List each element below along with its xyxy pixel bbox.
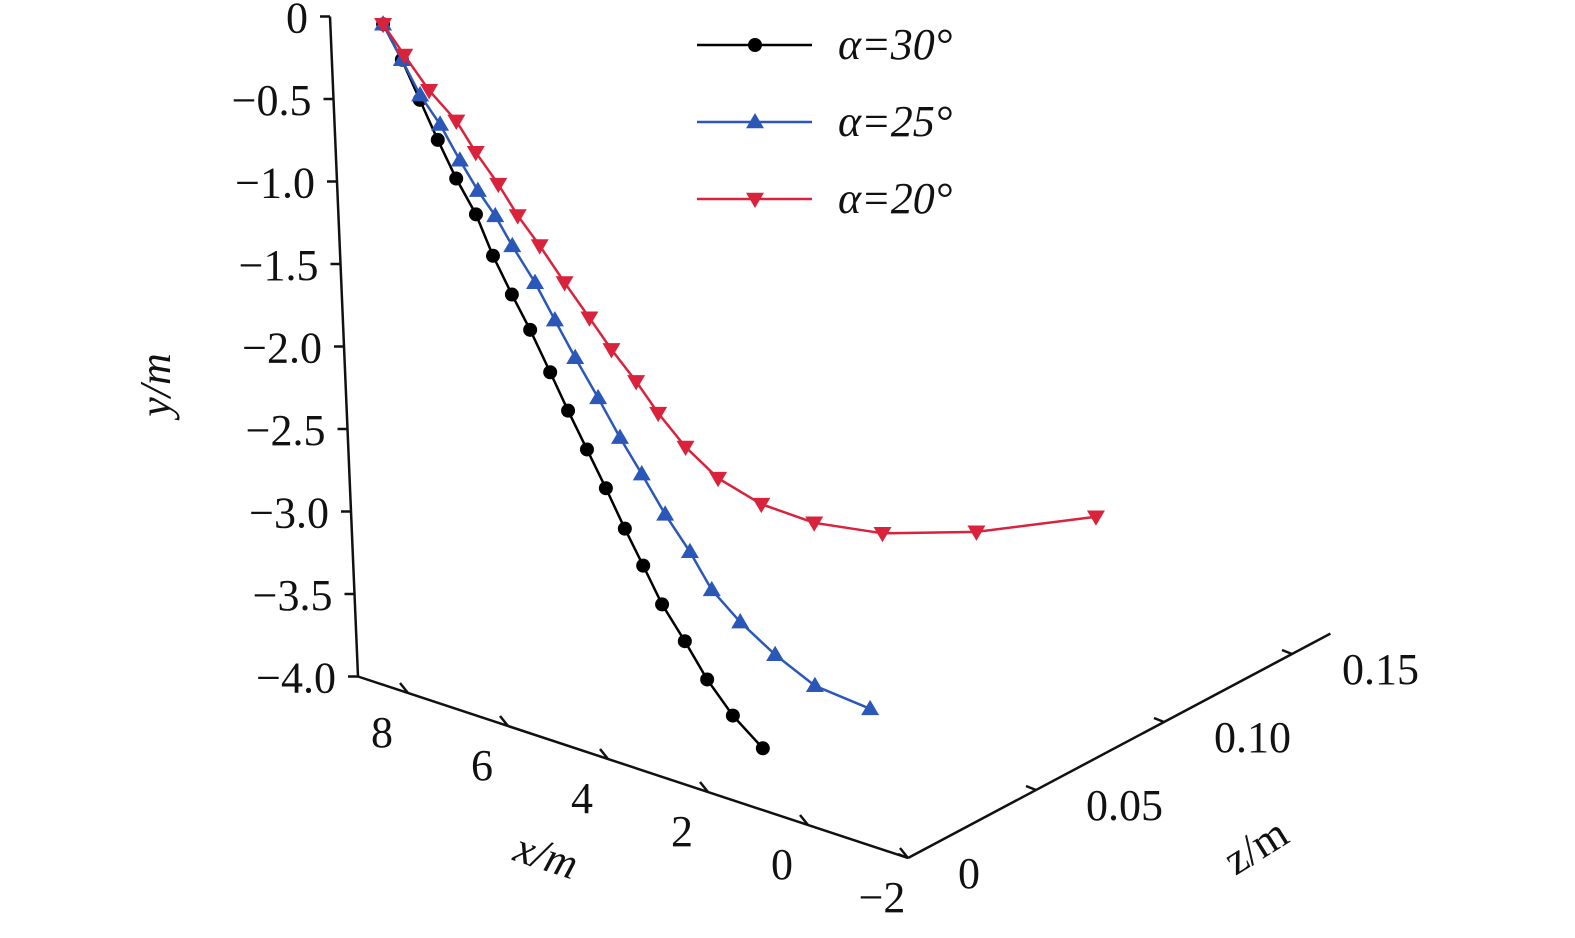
point xyxy=(420,84,439,100)
point xyxy=(702,580,721,597)
point xyxy=(489,177,508,194)
point xyxy=(805,676,824,693)
x-tick xyxy=(799,814,809,826)
point xyxy=(676,440,695,457)
point xyxy=(468,207,483,222)
point xyxy=(861,699,880,716)
point xyxy=(543,365,558,380)
point xyxy=(431,115,450,131)
x-tick xyxy=(399,682,409,694)
point xyxy=(748,38,762,52)
point xyxy=(805,516,824,532)
x-tick-label: 0 xyxy=(771,840,793,889)
legend-label: α=25° xyxy=(838,97,952,146)
point xyxy=(561,403,576,418)
point xyxy=(530,239,549,255)
y-tick-label: −3.5 xyxy=(253,571,333,620)
y-tick-label: −4.0 xyxy=(256,654,336,703)
point xyxy=(395,48,414,65)
point xyxy=(602,343,621,359)
point xyxy=(468,181,487,197)
point xyxy=(450,151,469,167)
point xyxy=(649,406,668,423)
point xyxy=(466,146,485,162)
point xyxy=(731,613,750,629)
x-tick xyxy=(699,781,709,793)
point xyxy=(555,276,574,292)
z-axis-label: z/m xyxy=(1215,808,1297,885)
point xyxy=(655,597,670,612)
x-tick xyxy=(599,748,609,760)
legend-label: α=20° xyxy=(838,174,952,223)
y-tick-label: −0.5 xyxy=(232,76,312,125)
point xyxy=(589,388,608,405)
point xyxy=(700,672,715,687)
point xyxy=(873,527,892,543)
point xyxy=(746,113,764,129)
point xyxy=(526,273,545,289)
point xyxy=(579,442,594,457)
point xyxy=(447,114,466,130)
x-axis xyxy=(357,675,909,860)
point xyxy=(430,132,445,147)
y-tick-label: 0 xyxy=(286,0,308,43)
series-line xyxy=(382,23,1097,535)
point xyxy=(746,192,764,208)
legend-label: α=30° xyxy=(838,20,952,69)
point xyxy=(485,248,500,263)
point xyxy=(967,525,986,541)
point xyxy=(486,206,505,223)
y-tick-label: −2.5 xyxy=(246,406,326,455)
x-tick-label: 4 xyxy=(571,774,593,823)
point xyxy=(611,428,629,444)
point xyxy=(503,236,522,253)
point xyxy=(374,17,393,34)
point xyxy=(523,322,538,337)
y-tick-label: −2.0 xyxy=(242,324,322,373)
point xyxy=(411,86,430,102)
point xyxy=(566,348,585,365)
x-tick xyxy=(499,715,509,727)
point xyxy=(709,471,728,488)
point xyxy=(632,465,651,481)
point xyxy=(598,481,613,496)
point xyxy=(677,634,692,649)
point xyxy=(508,209,527,225)
x-tick-label: −2 xyxy=(859,873,906,922)
point xyxy=(656,505,675,521)
point xyxy=(504,287,519,302)
x-axis-label: x/m xyxy=(508,822,585,889)
z-tick-label: 0.05 xyxy=(1086,781,1163,830)
point xyxy=(766,645,785,662)
z-tick xyxy=(1281,648,1293,656)
z-tick-label: 0 xyxy=(958,849,980,898)
x-tick-label: 2 xyxy=(671,807,693,856)
x-tick-label: 8 xyxy=(371,708,393,757)
z-axis xyxy=(907,632,1331,860)
point xyxy=(752,497,771,514)
point xyxy=(636,558,651,573)
point xyxy=(580,311,599,327)
point xyxy=(755,741,770,756)
z-tick xyxy=(1025,784,1037,792)
point xyxy=(617,521,632,536)
y-axis-label: y/m xyxy=(131,353,180,421)
series-line xyxy=(381,23,764,750)
z-tick-label: 0.15 xyxy=(1342,645,1419,694)
point xyxy=(680,542,699,559)
z-tick xyxy=(897,852,909,860)
z-tick-label: 0.10 xyxy=(1214,713,1291,762)
point xyxy=(545,311,564,327)
x-tick-label: 6 xyxy=(471,741,493,790)
point xyxy=(449,171,464,186)
y-tick-label: −1.5 xyxy=(239,241,319,290)
y-tick-label: −3.0 xyxy=(249,489,329,538)
point xyxy=(1086,510,1105,526)
z-tick xyxy=(1153,716,1165,724)
point xyxy=(627,375,646,391)
y-tick-label: −1.0 xyxy=(235,159,315,208)
point xyxy=(725,708,740,723)
